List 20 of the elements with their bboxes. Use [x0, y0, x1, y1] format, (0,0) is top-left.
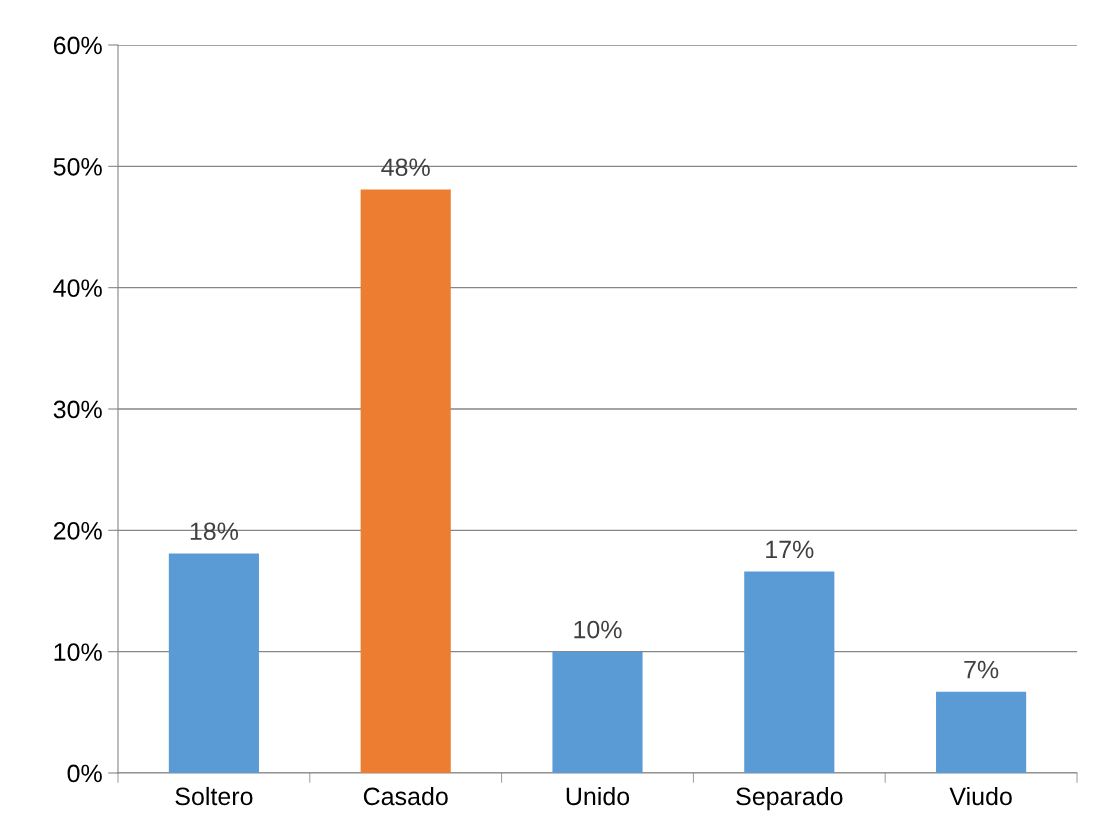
x-tick-label: Soltero — [175, 786, 253, 806]
x-tick-label: Unido — [566, 786, 630, 806]
y-tick-label: 0% — [67, 764, 102, 783]
y-tick-label: 50% — [53, 157, 102, 176]
bar — [360, 189, 451, 773]
bar — [552, 651, 643, 773]
y-tick-label: 40% — [53, 279, 102, 297]
y-tick-label: 10% — [54, 643, 102, 661]
x-tick-label: Separado — [736, 786, 843, 811]
y-tick-label: 20% — [53, 521, 102, 540]
data-label: 10% — [574, 620, 622, 639]
x-tick-label: Casado — [363, 786, 448, 806]
y-tick-label: 30% — [53, 400, 102, 419]
y-tick-label: 60% — [53, 36, 102, 55]
bar — [744, 571, 835, 773]
bar — [168, 553, 259, 773]
bar — [936, 691, 1027, 773]
data-label: 17% — [766, 540, 814, 559]
x-tick-label: Viudo — [949, 786, 1012, 806]
data-label: 7% — [964, 660, 999, 679]
